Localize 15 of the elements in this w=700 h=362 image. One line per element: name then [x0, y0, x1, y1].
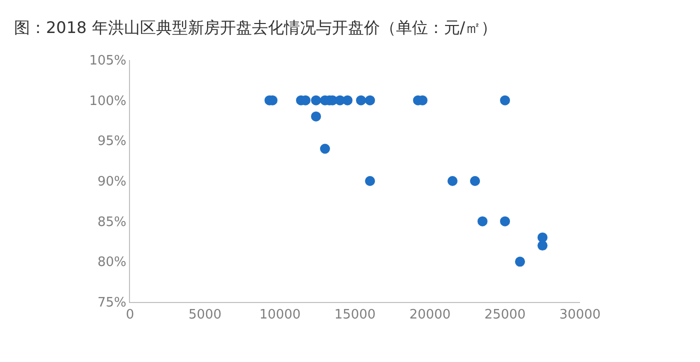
x-tick-label: 20000 — [409, 308, 451, 323]
x-tick-label: 5000 — [188, 308, 222, 323]
y-tick-label: 75% — [97, 296, 126, 311]
x-tick-label: 25000 — [484, 308, 526, 323]
y-tick-label: 100% — [89, 94, 126, 109]
x-tick-label: 0 — [126, 308, 134, 323]
y-tick-label: 95% — [97, 134, 126, 150]
y-tick-label: 80% — [97, 255, 126, 270]
y-tick-label: 85% — [97, 214, 126, 230]
y-tick-label: 90% — [97, 174, 126, 190]
y-tick-label: 105% — [89, 54, 126, 69]
x-tick-label: 15000 — [334, 308, 376, 323]
x-tick-label: 10000 — [259, 308, 301, 323]
x-tick-label: 30000 — [559, 308, 601, 323]
chart-title: 图：2018 年洪山区典型新房开盘去化情况与开盘价（单位：元/㎡） — [14, 18, 498, 37]
